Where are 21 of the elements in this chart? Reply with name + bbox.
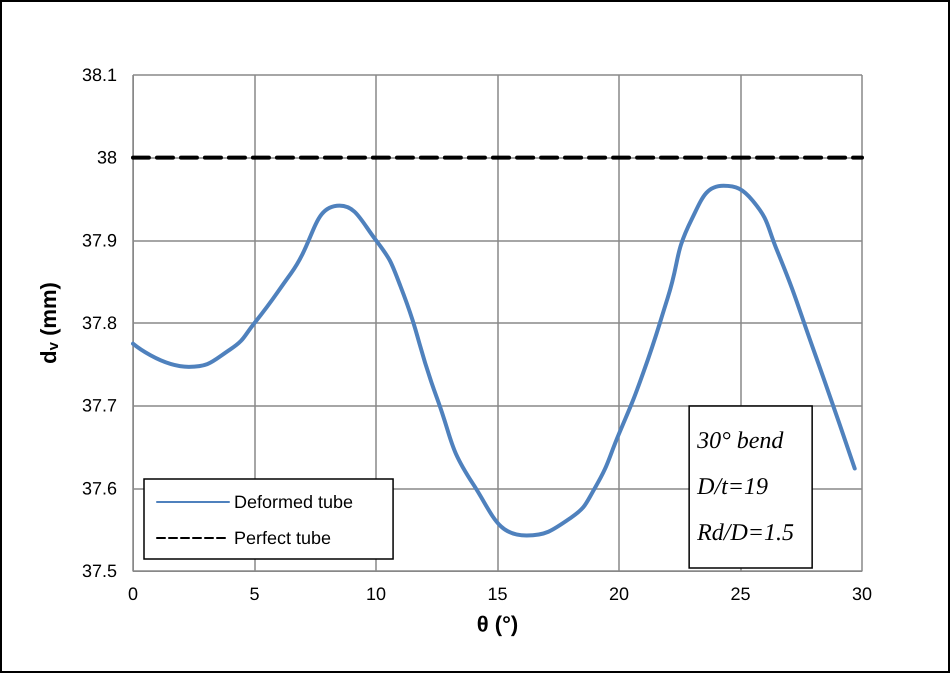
x-tick-label: 25 (730, 584, 751, 604)
y-tick-label: 37.9 (82, 230, 117, 250)
y-tick-label: 37.7 (82, 396, 117, 416)
legend-label: Deformed tube (234, 492, 354, 512)
x-tick-label: 0 (128, 584, 138, 604)
x-tick-label: 5 (249, 584, 260, 604)
annotation: Rd/D=1.5 (696, 520, 794, 546)
annotation: 30° bend (696, 428, 784, 454)
y-axis-title: dv (mm) (36, 282, 62, 364)
y-tick-label: 38 (96, 148, 117, 168)
legend-label: Perfect tube (234, 528, 332, 548)
x-tick-label: 10 (366, 584, 386, 604)
x-tick-label: 20 (608, 584, 630, 604)
x-tick-label: 30 (852, 584, 872, 604)
x-tick-label: 15 (487, 584, 508, 604)
x-axis-title: θ (°) (476, 612, 518, 636)
y-tick-label: 37.5 (82, 561, 117, 581)
y-tick-label: 37.6 (82, 478, 117, 498)
y-tick-label: 37.8 (82, 313, 117, 333)
y-tick-label: 38.1 (82, 65, 117, 85)
annotation: D/t=19 (696, 474, 768, 500)
